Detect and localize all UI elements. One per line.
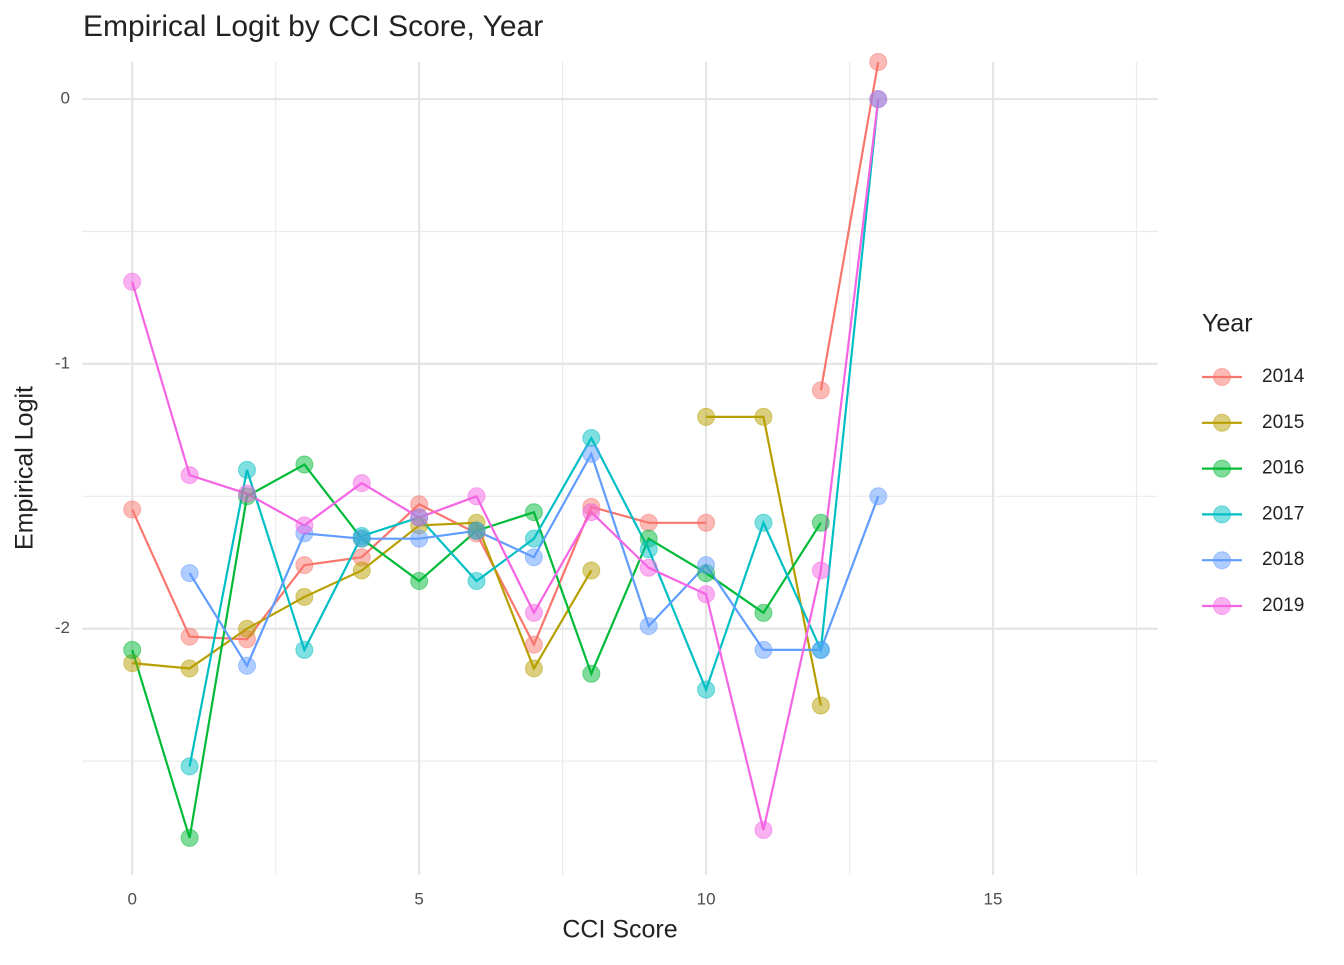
point — [582, 561, 601, 580]
point — [237, 484, 256, 503]
legend-title: Year — [1202, 310, 1253, 338]
point — [811, 640, 830, 659]
legend-point — [1213, 368, 1231, 386]
point — [524, 659, 543, 678]
point — [811, 696, 830, 715]
point — [524, 603, 543, 622]
point — [180, 564, 199, 583]
point — [697, 556, 716, 575]
y-tick-label: -2 — [55, 618, 70, 637]
point — [524, 635, 543, 654]
legend-label: 2018 — [1262, 549, 1304, 570]
point — [869, 487, 888, 506]
point — [467, 487, 486, 506]
x-tick-label: 15 — [984, 889, 1003, 908]
point — [524, 548, 543, 567]
legend-point — [1213, 551, 1231, 570]
point — [180, 627, 199, 646]
point — [754, 640, 773, 659]
x-tick-label: 0 — [127, 889, 136, 908]
point — [467, 521, 486, 540]
legend-point — [1213, 505, 1231, 524]
point — [180, 659, 199, 678]
point — [811, 513, 830, 532]
point — [754, 820, 773, 839]
point — [754, 603, 773, 622]
point — [295, 640, 314, 659]
point — [582, 664, 601, 683]
legend-point — [1213, 597, 1231, 615]
point — [180, 466, 199, 485]
point — [410, 572, 429, 591]
legend-label: 2017 — [1262, 503, 1304, 524]
point — [582, 503, 601, 522]
point — [352, 474, 371, 493]
legend-label: 2014 — [1262, 366, 1305, 387]
x-tick-label: 10 — [697, 889, 716, 908]
point — [123, 272, 142, 291]
point — [811, 561, 830, 580]
point — [754, 407, 773, 426]
y-axis-label: Empirical Logit — [11, 386, 39, 550]
point — [869, 90, 888, 109]
point — [811, 381, 830, 400]
y-tick-label: -1 — [55, 353, 70, 372]
series-line — [131, 98, 880, 831]
legend-point — [1213, 459, 1231, 478]
point — [582, 429, 601, 448]
legend-label: 2019 — [1262, 595, 1304, 616]
chart-title: Empirical Logit by CCI Score, Year — [83, 10, 543, 43]
point — [869, 53, 888, 71]
point — [123, 500, 142, 519]
point — [237, 460, 256, 479]
point — [123, 640, 142, 659]
y-tick-label: 0 — [61, 89, 70, 108]
x-tick-label: 5 — [414, 889, 423, 908]
point — [697, 680, 716, 699]
point — [524, 503, 543, 522]
point — [180, 757, 199, 776]
point — [697, 407, 716, 426]
point — [467, 572, 486, 591]
legend-label: 2015 — [1262, 412, 1304, 433]
point — [639, 540, 658, 559]
point — [295, 516, 314, 535]
point — [352, 529, 371, 548]
point — [237, 656, 256, 675]
point — [639, 617, 658, 636]
point — [639, 513, 658, 532]
point — [237, 619, 256, 638]
legend-point — [1213, 413, 1231, 432]
point — [410, 508, 429, 527]
point — [295, 455, 314, 474]
point — [180, 828, 199, 847]
point — [697, 513, 716, 532]
series-line — [131, 61, 880, 648]
point — [295, 587, 314, 606]
point — [639, 558, 658, 577]
x-axis-label: CCI Score — [562, 916, 677, 944]
point — [582, 444, 601, 463]
legend-label: 2016 — [1262, 458, 1304, 479]
point — [410, 529, 429, 548]
point — [524, 529, 543, 548]
point — [754, 513, 773, 532]
point — [352, 561, 371, 580]
point — [295, 556, 314, 575]
point — [697, 585, 716, 604]
